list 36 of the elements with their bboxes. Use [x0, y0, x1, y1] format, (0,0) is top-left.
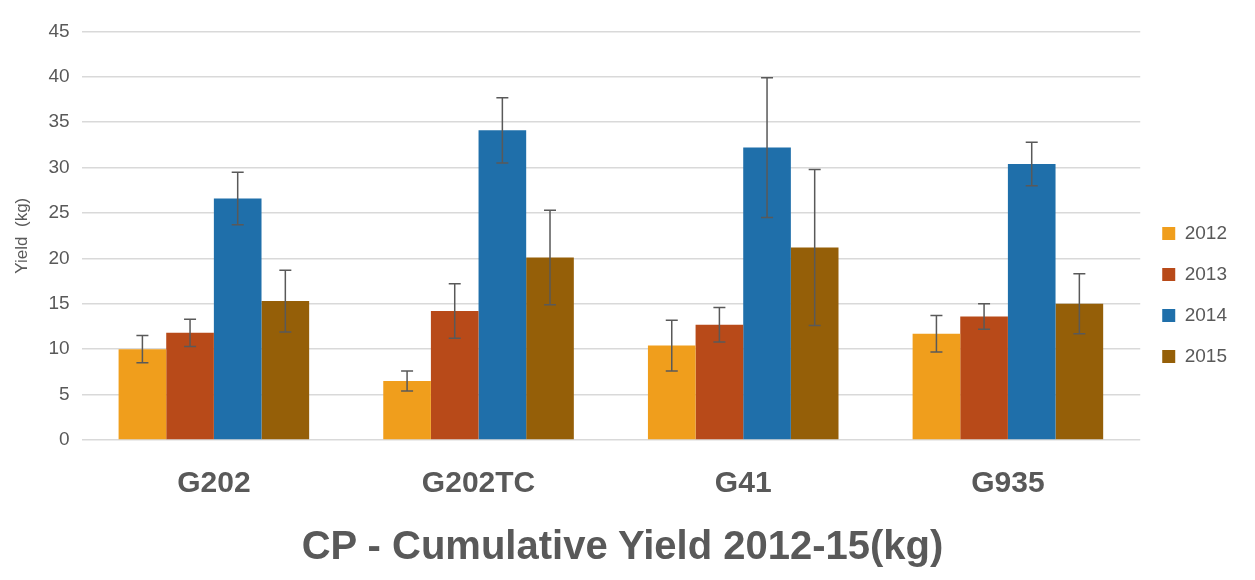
bar: [695, 324, 744, 440]
bar: [430, 311, 479, 440]
bar: [166, 332, 214, 440]
legend-label: 2013: [1184, 262, 1228, 284]
y-axis-title: Yield (kg): [11, 197, 31, 274]
bar: [960, 316, 1008, 440]
x-tick-label: G935: [971, 465, 1045, 499]
y-tick-label: 5: [58, 382, 70, 404]
y-tick-label: 30: [48, 155, 70, 177]
bar: [213, 198, 262, 440]
legend-label: 2015: [1184, 344, 1228, 366]
bar: [478, 130, 527, 440]
y-tick-label: 0: [58, 428, 70, 450]
y-tick-label: 25: [48, 201, 70, 223]
bar: [383, 380, 431, 440]
bar: [790, 247, 839, 440]
bar: [647, 345, 696, 440]
y-tick-label: 15: [48, 292, 70, 314]
y-tick-label: 45: [48, 19, 70, 41]
y-tick-label: 35: [48, 110, 70, 132]
y-tick-label: 10: [48, 337, 70, 359]
x-tick-label: G202TC: [421, 465, 536, 499]
bar: [261, 301, 310, 440]
bar: [1055, 303, 1104, 440]
y-tick-label: 20: [48, 246, 70, 268]
bar: [1007, 163, 1056, 440]
bar: [743, 147, 791, 440]
bar: [118, 349, 167, 440]
text: CP - Cumulative Yield 2012-15(kg): [301, 523, 944, 568]
bar: [526, 257, 574, 440]
legend-label: 2014: [1184, 303, 1228, 325]
x-tick-label: G41: [714, 465, 772, 499]
x-tick-label: G202: [177, 465, 251, 499]
bar: [912, 333, 961, 440]
y-tick-label: 40: [48, 65, 70, 87]
legend-label: 2012: [1184, 221, 1228, 243]
